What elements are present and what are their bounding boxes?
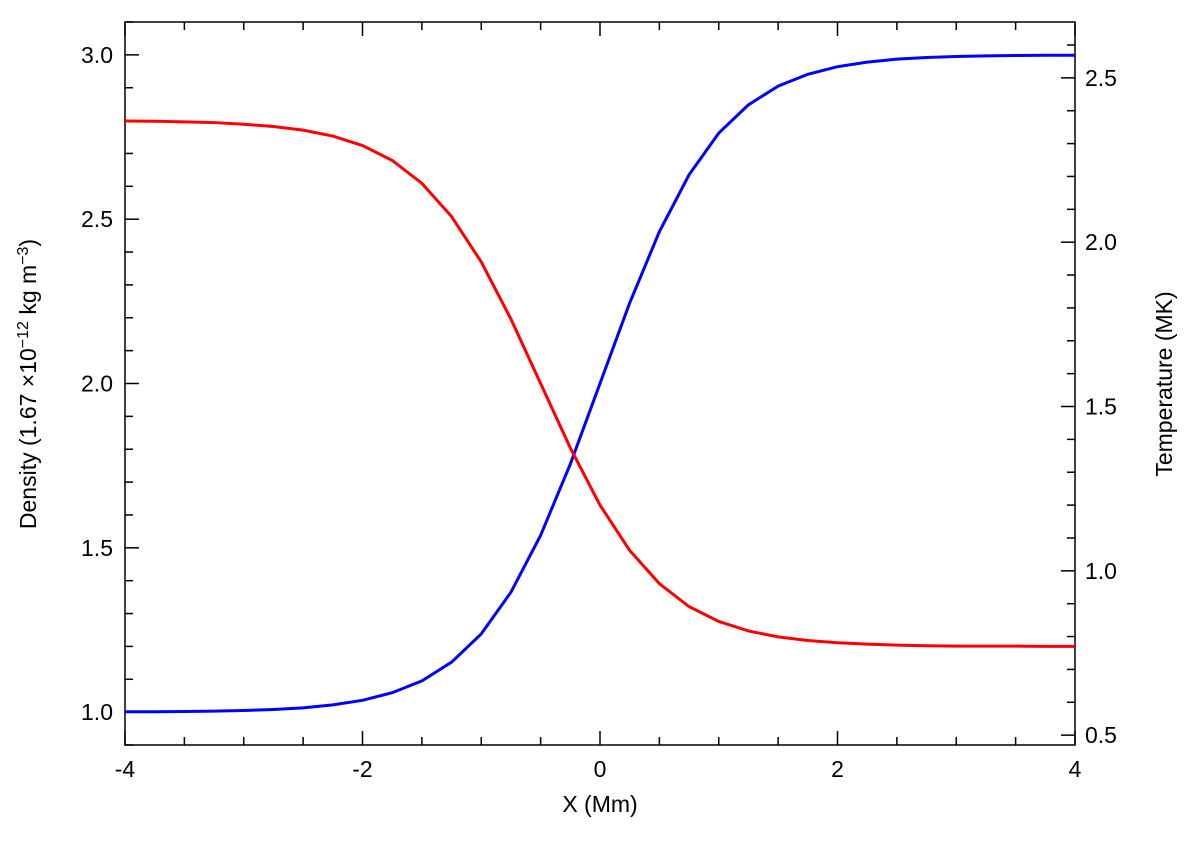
y-axis-label-part: ) [15, 239, 41, 247]
y-tick-label: 1.5 [81, 535, 113, 561]
x-tick-label: 0 [594, 756, 607, 782]
x-tick-label: -4 [115, 756, 136, 782]
y-axis-label-part: kg m [15, 265, 41, 321]
y2-tick-label: 2.0 [1085, 229, 1117, 255]
y-axis-label-part: Density (1.67 ×10 [15, 348, 41, 529]
x-tick-label: 2 [831, 756, 844, 782]
y-axis-label-part: −12 [15, 321, 32, 348]
y-axis-label-part: −3 [15, 246, 32, 264]
y-tick-label: 1.0 [81, 699, 113, 725]
x-tick-label: 4 [1069, 756, 1082, 782]
y-tick-label: 3.0 [81, 42, 113, 68]
y2-tick-label: 0.5 [1085, 722, 1117, 748]
y2-tick-label: 1.5 [1085, 394, 1117, 420]
data-line [124, 119, 1075, 648]
y-tick-label: 2.0 [81, 371, 113, 397]
y2-axis-label: Temperature (MK) [1151, 291, 1177, 476]
x-axis-label: X (Mm) [562, 791, 637, 817]
y-axis-label: Density (1.67 ×10−12 kg m−3) [15, 239, 42, 529]
x-tick-label: -2 [352, 756, 372, 782]
y2-tick-label: 1.0 [1085, 558, 1117, 584]
y-tick-label: 2.5 [81, 206, 113, 232]
y2-tick-label: 2.5 [1085, 65, 1117, 91]
data-line [125, 53, 1075, 714]
